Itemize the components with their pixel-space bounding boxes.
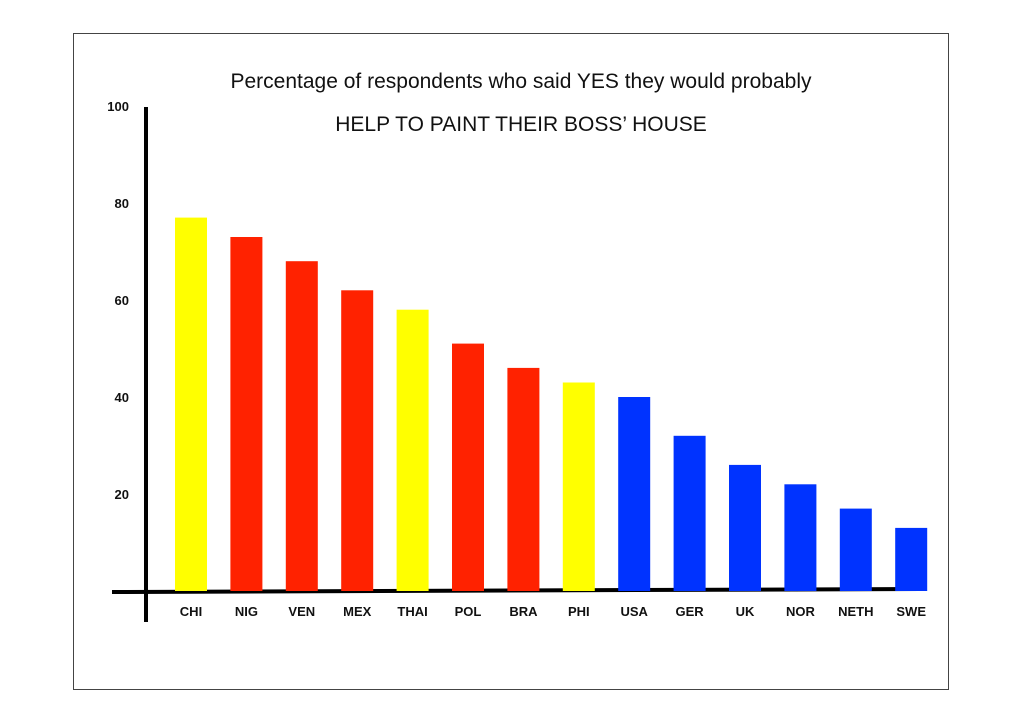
bar-ger <box>673 435 706 591</box>
bar-pol <box>452 343 484 591</box>
category-label-ven: VEN <box>288 604 315 619</box>
category-label-mex: MEX <box>343 604 372 619</box>
category-label-phi: PHI <box>568 604 590 619</box>
y-tick-label: 20 <box>115 487 129 502</box>
category-label-usa: USA <box>620 604 648 619</box>
y-tick-labels: 100 80 60 40 20 <box>107 99 129 502</box>
category-label-ger: GER <box>676 604 705 619</box>
chart-subtitle: HELP TO PAINT THEIR BOSS’ HOUSE <box>335 113 707 136</box>
bar-swe <box>895 527 928 591</box>
y-tick-label: 100 <box>107 99 129 114</box>
bar-chi <box>175 217 207 591</box>
chart-frame: Percentage of respondents who said YES t… <box>73 33 949 690</box>
y-tick-label: 60 <box>115 293 129 308</box>
chart-title: Percentage of respondents who said YES t… <box>231 70 812 93</box>
bar-thai <box>396 309 429 591</box>
category-label-chi: CHI <box>180 604 202 619</box>
category-label-thai: THAI <box>397 604 427 619</box>
bar-phi <box>562 382 595 591</box>
category-label-swe: SWE <box>896 604 926 619</box>
category-label-nig: NIG <box>235 604 258 619</box>
y-tick-label: 40 <box>115 390 129 405</box>
bar-chart: Percentage of respondents who said YES t… <box>107 70 928 622</box>
bar-usa <box>618 397 651 591</box>
bar-ven <box>285 261 318 591</box>
category-label-bra: BRA <box>509 604 538 619</box>
category-label-neth: NETH <box>838 604 873 619</box>
category-labels: CHI NIG VEN MEX THAI POL BRA PHI USA GER UK NOR NETH… <box>180 604 927 619</box>
category-label-pol: POL <box>455 604 482 619</box>
y-tick-label: 80 <box>115 196 129 211</box>
bar-bra <box>507 367 540 591</box>
bar-uk <box>729 464 761 591</box>
bar-mex <box>341 290 374 591</box>
bars <box>175 217 928 591</box>
bar-neth <box>839 508 872 591</box>
category-label-nor: NOR <box>786 604 816 619</box>
category-label-uk: UK <box>736 604 755 619</box>
bar-nor <box>784 484 817 591</box>
bar-nig <box>230 237 263 591</box>
